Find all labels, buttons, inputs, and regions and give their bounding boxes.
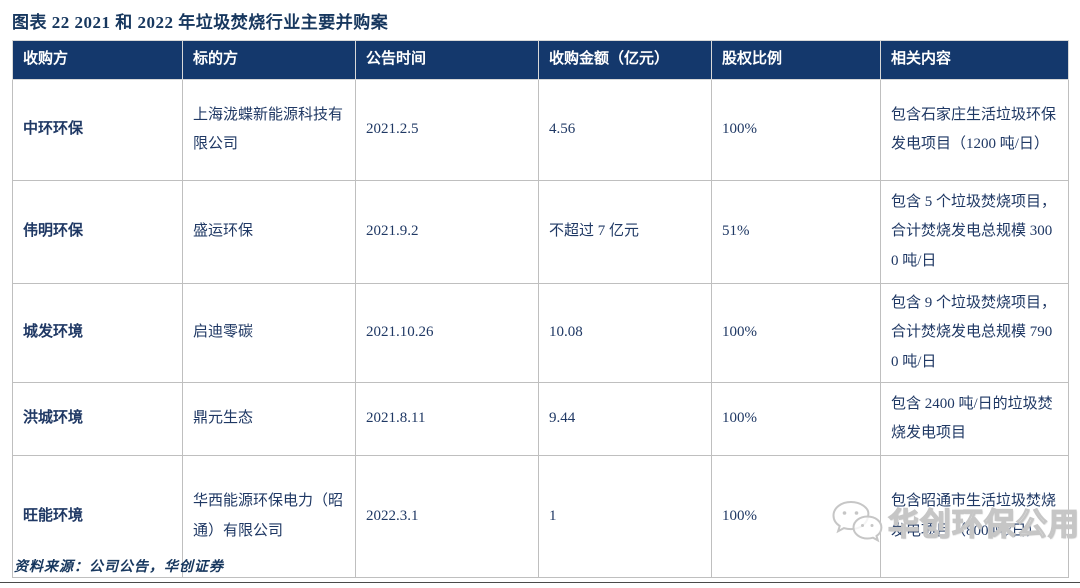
cell-related: 包含 9 个垃圾焚烧项目，合计焚烧发电总规模 7900 吨/日 [880,283,1069,383]
cell-related: 包含 5 个垃圾焚烧项目，合计焚烧发电总规模 3000 吨/日 [880,180,1069,284]
page-title: 图表 22 2021 和 2022 年垃圾焚烧行业主要并购案 [12,13,389,32]
cell-amount: 4.56 [538,79,712,181]
cell-related: 包含 2400 吨/日的垃圾焚烧发电项目 [880,382,1069,456]
cell-target: 鼎元生态 [182,382,356,456]
header-amount: 收购金额（亿元） [538,40,712,80]
cell-related: 包含昭通市生活垃圾焚烧发电项目（800 吨/日） [880,455,1069,578]
cell-date: 2022.3.1 [355,455,539,578]
cell-acquirer: 伟明环保 [12,180,183,284]
cell-acquirer: 中环环保 [12,79,183,181]
cell-acquirer: 洪城环境 [12,382,183,456]
cell-target: 盛运环保 [182,180,356,284]
cell-equity: 51% [711,180,881,284]
table-row: 中环环保 上海泷蝶新能源科技有限公司 2021.2.5 4.56 100% 包含… [12,79,1069,181]
table-row: 城发环境 启迪零碳 2021.10.26 10.08 100% 包含 9 个垃圾… [12,283,1069,383]
cell-amount: 1 [538,455,712,578]
cell-date: 2021.8.11 [355,382,539,456]
header-acquirer: 收购方 [12,40,183,80]
cell-acquirer: 城发环境 [12,283,183,383]
table-row: 伟明环保 盛运环保 2021.9.2 不超过 7 亿元 51% 包含 5 个垃圾… [12,180,1069,284]
cell-target: 启迪零碳 [182,283,356,383]
cell-equity: 100% [711,283,881,383]
cell-amount: 10.08 [538,283,712,383]
cell-equity: 100% [711,382,881,456]
table-row: 洪城环境 鼎元生态 2021.8.11 9.44 100% 包含 2400 吨/… [12,382,1069,456]
cell-acquirer: 旺能环境 [12,455,183,578]
cell-equity: 100% [711,79,881,181]
cell-date: 2021.2.5 [355,79,539,181]
cell-target: 华西能源环保电力（昭通）有限公司 [182,455,356,578]
cell-equity: 100% [711,455,881,578]
header-announce-date: 公告时间 [355,40,539,80]
bottom-rule [0,582,1080,583]
table-header-row: 收购方 标的方 公告时间 收购金额（亿元） 股权比例 相关内容 [12,40,1069,80]
header-target: 标的方 [182,40,356,80]
cell-date: 2021.10.26 [355,283,539,383]
cell-amount: 不超过 7 亿元 [538,180,712,284]
cell-amount: 9.44 [538,382,712,456]
cell-date: 2021.9.2 [355,180,539,284]
ma-table: 收购方 标的方 公告时间 收购金额（亿元） 股权比例 相关内容 中环环保 上海泷… [12,40,1069,578]
header-equity-ratio: 股权比例 [711,40,881,80]
header-related-content: 相关内容 [880,40,1069,80]
source-note: 资料来源：公司公告，华创证券 [14,560,224,575]
cell-related: 包含石家庄生活垃圾环保发电项目（1200 吨/日） [880,79,1069,181]
table-row: 旺能环境 华西能源环保电力（昭通）有限公司 2022.3.1 1 100% 包含… [12,455,1069,578]
cell-target: 上海泷蝶新能源科技有限公司 [182,79,356,181]
